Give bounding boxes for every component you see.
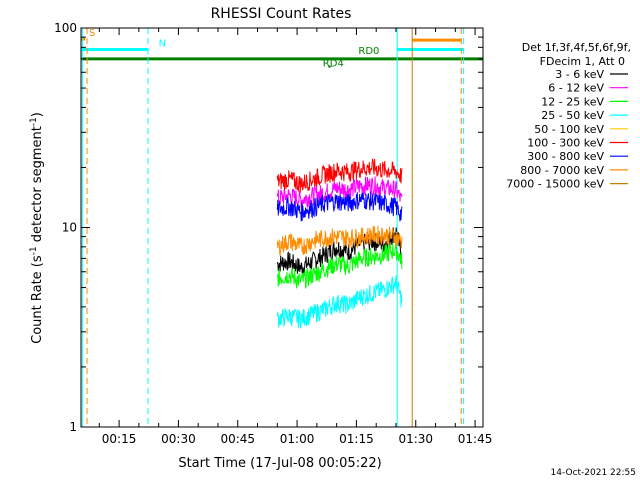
annotation-label: N <box>159 39 166 50</box>
legend-item-label: 300 - 800 keV <box>527 150 604 163</box>
legend-header-line-1: Det 1f,3f,4f,5f,6f,9f, <box>522 41 631 54</box>
x-tick-label: 00:15 <box>102 432 137 446</box>
y-axis-label-mid: detector segment <box>30 126 45 246</box>
series-trace <box>276 239 403 290</box>
y-tick-label: 100 <box>54 21 77 35</box>
y-axis-label-end: ) <box>30 112 45 117</box>
y-tick-label: 10 <box>62 221 77 235</box>
legend-item-label: 800 - 7000 keV <box>520 164 604 177</box>
legend-header-line-2: FDecim 1, Att 0 <box>540 55 625 68</box>
annotation-dot <box>328 65 331 68</box>
footer-timestamp: 14-Oct-2021 22:55 <box>551 468 636 478</box>
annotation-label: RD4 <box>323 58 344 69</box>
series-trace <box>276 275 403 329</box>
x-tick-label: 01:45 <box>458 432 493 446</box>
annotation-label: RD0 <box>358 46 379 57</box>
x-tick-label: 00:30 <box>161 432 196 446</box>
x-axis-label: Start Time (17-Jul-08 00:05:22) <box>178 456 381 471</box>
chart-title: RHESSI Count Rates <box>211 6 352 22</box>
legend-item-label: 12 - 25 keV <box>541 95 604 108</box>
legend-item-label: 25 - 50 keV <box>541 109 604 122</box>
x-tick-label: 01:30 <box>398 432 433 446</box>
plot-content: S N RD0 RD4 <box>81 28 483 427</box>
x-tick-label: 01:00 <box>280 432 315 446</box>
y-axis-label-main: Count Rate (s <box>30 255 45 344</box>
x-tick-label: 00:45 <box>220 432 255 446</box>
x-tick-label: 01:15 <box>339 432 374 446</box>
legend-item-label: 50 - 100 keV <box>534 123 604 136</box>
series-trace <box>276 191 403 222</box>
legend: Det 1f,3f,4f,5f,6f,9f, FDecim 1, Att 0 3… <box>506 41 631 191</box>
plot-frame <box>80 27 484 428</box>
series-trace <box>276 225 403 256</box>
annotation-label: S <box>89 28 95 39</box>
legend-item-label: 6 - 12 keV <box>548 82 604 95</box>
y-axis-label: Count Rate (s-1 detector segment-1) <box>29 112 45 344</box>
series-trace <box>276 227 403 277</box>
legend-item-label: 3 - 6 keV <box>555 68 604 81</box>
y-axis-label-sup1: -1 <box>29 246 39 255</box>
series-trace <box>276 158 403 193</box>
y-axis-label-sup2: -1 <box>29 117 39 126</box>
y-axis: 1 10 100 <box>54 21 483 434</box>
y-tick-label: 1 <box>69 420 77 434</box>
x-axis: 00:15 00:30 00:45 01:00 01:15 01:30 01:45 <box>98 28 493 446</box>
legend-item-label: 100 - 300 keV <box>527 137 604 150</box>
legend-item-label: 7000 - 15000 keV <box>506 178 604 191</box>
